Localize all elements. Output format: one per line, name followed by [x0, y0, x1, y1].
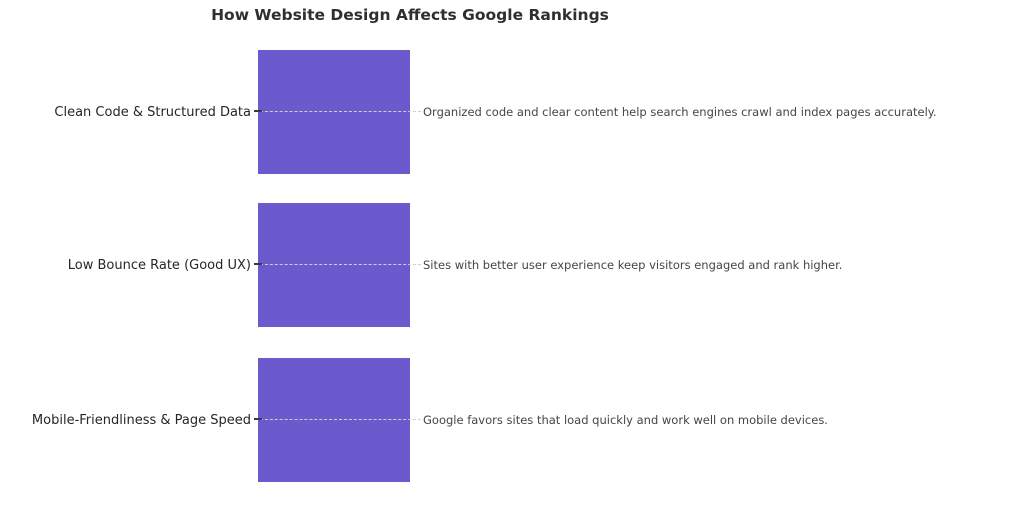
axis-tick-mark: [254, 418, 262, 420]
row-description: Sites with better user experience keep v…: [423, 258, 843, 272]
chart-row: Clean Code & Structured Data Organized c…: [0, 50, 1024, 174]
row-label: Mobile-Friendliness & Page Speed: [31, 412, 251, 428]
dashed-connector-line: [255, 419, 421, 420]
chart-title: How Website Design Affects Google Rankin…: [211, 6, 609, 24]
row-description: Organized code and clear content help se…: [423, 105, 937, 119]
dashed-connector-line: [255, 111, 421, 112]
row-label: Low Bounce Rate (Good UX): [67, 257, 251, 273]
axis-tick-mark: [254, 263, 262, 265]
row-description: Google favors sites that load quickly an…: [423, 413, 828, 427]
axis-tick-mark: [254, 110, 262, 112]
bar-rect: [258, 50, 410, 174]
bar-rect: [258, 203, 410, 327]
dashed-connector-line: [255, 264, 421, 265]
chart-row: Low Bounce Rate (Good UX) Sites with bet…: [0, 203, 1024, 327]
chart-row: Mobile-Friendliness & Page Speed Google …: [0, 358, 1024, 482]
bar-rect: [258, 358, 410, 482]
row-label: Clean Code & Structured Data: [54, 104, 251, 120]
